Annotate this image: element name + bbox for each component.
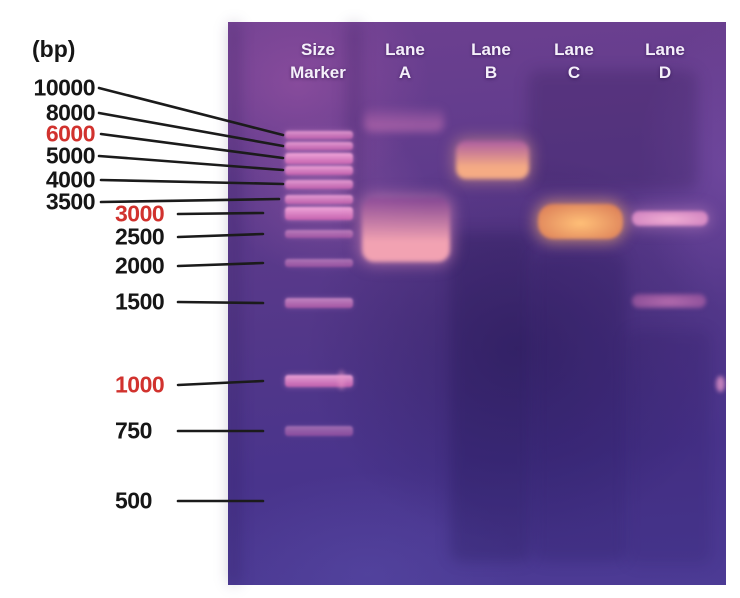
pointer-line-3500 — [99, 197, 281, 204]
lane-header-lane-b: Lane B — [471, 38, 511, 84]
sample-band-lane-b-2 — [456, 141, 529, 179]
pointer-line-10000 — [97, 86, 285, 137]
lane-header-line: B — [484, 63, 498, 82]
pointer-line-2000 — [176, 261, 265, 268]
lane-header-lane-c: Lane C — [554, 38, 594, 84]
lane-header-size-marker: Size Marker — [290, 38, 346, 84]
gel-artifact — [716, 376, 725, 392]
sample-band-lane-d-5 — [632, 294, 706, 308]
marker-label-3000: 3000 — [115, 200, 165, 227]
bp-axis-label: (bp) — [32, 36, 76, 62]
pointer-line-4000 — [99, 178, 285, 186]
lane-header-line: Marker — [290, 63, 346, 82]
marker-label-5000: 5000 — [45, 142, 96, 169]
pointer-line-6000 — [99, 132, 285, 160]
lane-header-line: Lane — [471, 40, 511, 59]
gel-shading — [626, 330, 712, 565]
lane-header-lane-a: Lane A — [385, 38, 425, 84]
lane-header-line: Lane — [645, 40, 685, 59]
marker-label-6000: 6000 — [45, 120, 96, 147]
marker-label-2000: 2000 — [115, 252, 165, 279]
sample-band-lane-a-1 — [362, 198, 450, 262]
marker-label-2500: 2500 — [115, 223, 165, 250]
ladder-band-750 — [285, 426, 353, 436]
lane-header-line: Size — [300, 40, 336, 59]
ladder-band-4000 — [285, 179, 353, 189]
pointer-line-5000 — [97, 154, 285, 172]
marker-label-8000: 8000 — [45, 99, 96, 126]
gel-shading — [528, 70, 698, 190]
pointer-line-2500 — [176, 232, 265, 239]
ladder-band-3500 — [285, 194, 353, 204]
pointer-line-1000 — [176, 379, 265, 387]
pointer-line-1500 — [176, 300, 265, 305]
sample-band-lane-a-0 — [364, 107, 444, 132]
ladder-band-2000 — [285, 259, 353, 267]
marker-label-10000: 10000 — [33, 74, 96, 101]
lane-header-line: A — [398, 63, 412, 82]
ladder-band-6000 — [285, 152, 353, 164]
lane-header-line: C — [567, 63, 581, 82]
sample-band-lane-d-4 — [632, 211, 708, 226]
marker-label-500: 500 — [115, 487, 152, 514]
ladder-band-3000 — [285, 206, 353, 220]
gel-shading — [534, 252, 626, 562]
sample-band-lane-c-3 — [538, 204, 623, 239]
gel-artifact — [338, 370, 345, 390]
ladder-band-1500 — [285, 298, 353, 308]
marker-label-1000: 1000 — [115, 371, 165, 398]
lane-header-line: Lane — [554, 40, 594, 59]
ladder-band-8000 — [285, 142, 353, 150]
pointer-line-3000 — [176, 211, 265, 216]
marker-label-3500: 3500 — [45, 188, 96, 215]
marker-label-750: 750 — [115, 417, 152, 444]
lane-header-line: D — [658, 63, 672, 82]
ladder-band-1000 — [285, 375, 353, 387]
lane-header-line: Lane — [385, 40, 425, 59]
ladder-band-10000 — [285, 131, 353, 139]
ladder-band-2500 — [285, 230, 353, 238]
marker-label-4000: 4000 — [45, 166, 96, 193]
lane-header-lane-d: Lane D — [645, 38, 685, 84]
ladder-band-5000 — [285, 165, 353, 175]
marker-label-1500: 1500 — [115, 288, 165, 315]
gel-shading — [450, 232, 532, 562]
pointer-line-8000 — [97, 111, 285, 148]
